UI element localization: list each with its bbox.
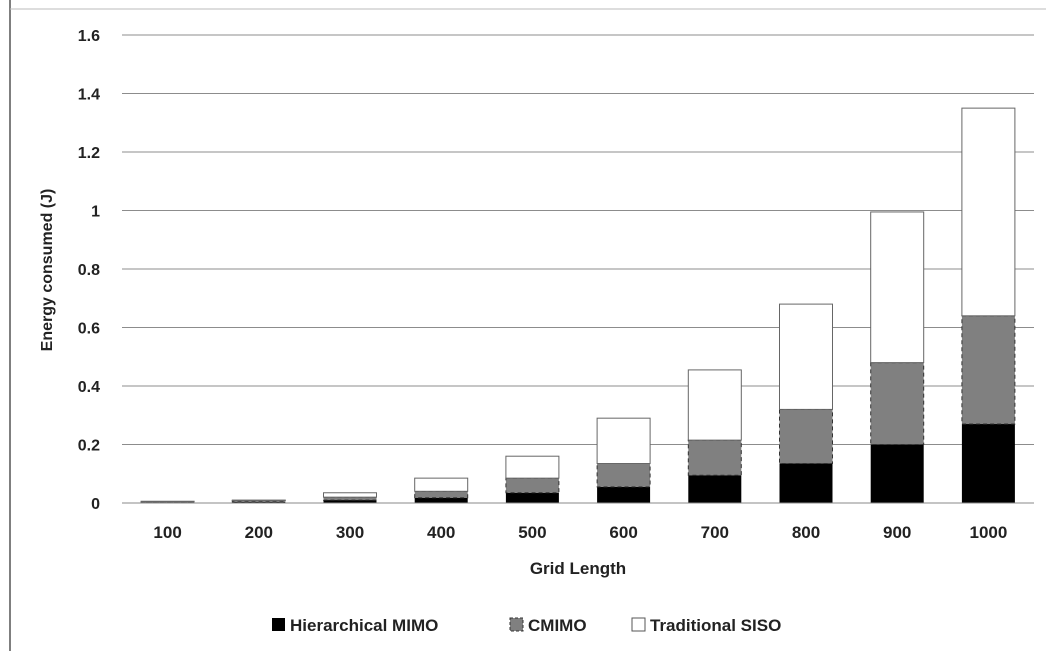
y-tick-label: 1.6 — [78, 28, 100, 45]
x-tick-label: 700 — [701, 523, 729, 542]
y-tick-label: 0.4 — [78, 379, 100, 396]
bar-traditional-siso-600 — [596, 417, 651, 465]
bar-hierarchical-mimo-300 — [323, 500, 377, 503]
bar-cmimo-500 — [505, 477, 560, 494]
bar-hierarchical-mimo-400 — [414, 497, 468, 503]
bars — [140, 107, 1016, 503]
x-tick-label: 100 — [153, 523, 181, 542]
x-axis-label: Grid Length — [530, 559, 626, 578]
bar-traditional-siso-300 — [323, 492, 377, 498]
x-tick-label: 200 — [245, 523, 273, 542]
legend-label-cmimo: CMIMO — [528, 616, 587, 635]
legend-swatch-hierarchical-mimo — [272, 618, 285, 631]
bar-cmimo-400 — [414, 490, 469, 499]
x-tick-label: 300 — [336, 523, 364, 542]
bar-traditional-siso-200 — [231, 499, 286, 502]
x-axis-ticks: 100 200 300 400 500 600 700 800 900 1000 — [153, 523, 1007, 542]
x-tick-label: 900 — [883, 523, 911, 542]
y-tick-label: 1 — [91, 204, 100, 221]
bar-hierarchical-mimo-200 — [232, 501, 286, 503]
bar-cmimo-300 — [323, 496, 377, 501]
y-axis-ticks: 0 0.2 0.4 0.6 0.8 1 1.2 1.4 1.6 — [78, 28, 100, 513]
gridlines — [122, 34, 1034, 445]
legend-label-hierarchical-mimo: Hierarchical MIMO — [290, 616, 438, 635]
bar-traditional-siso-700 — [687, 369, 742, 441]
bar-hierarchical-mimo-600 — [597, 486, 651, 503]
y-tick-label: 1.2 — [78, 145, 100, 162]
bar-cmimo-700 — [687, 439, 742, 476]
y-axis-label: Energy consumed (J) — [39, 189, 56, 352]
bar-traditional-siso-800 — [779, 303, 833, 410]
legend: Hierarchical MIMO CMIMO Traditional SISO — [272, 616, 781, 635]
x-tick-label: 1000 — [969, 523, 1007, 542]
legend-swatch-cmimo — [509, 617, 524, 632]
y-tick-label: 0 — [91, 496, 100, 513]
bar-traditional-siso-1000 — [961, 107, 1016, 317]
bar-hierarchical-mimo-800 — [779, 463, 833, 503]
y-tick-label: 1.4 — [78, 87, 100, 104]
bar-traditional-siso-400 — [414, 477, 469, 492]
bar-hierarchical-mimo-500 — [505, 492, 559, 503]
bar-hierarchical-mimo-900 — [870, 444, 924, 503]
bar-hierarchical-mimo-1000 — [961, 424, 1015, 503]
y-tick-label: 0.8 — [78, 262, 100, 279]
bar-traditional-siso-500 — [505, 455, 560, 479]
y-tick-label: 0.6 — [78, 321, 100, 338]
legend-label-traditional-siso: Traditional SISO — [650, 616, 781, 635]
x-tick-label: 600 — [609, 523, 637, 542]
bar-traditional-siso-100 — [140, 500, 195, 503]
x-tick-label: 800 — [792, 523, 820, 542]
legend-swatch-traditional-siso — [631, 617, 646, 632]
bar-hierarchical-mimo-700 — [688, 475, 742, 503]
bar-cmimo-600 — [596, 463, 651, 488]
x-tick-label: 400 — [427, 523, 455, 542]
x-tick-label: 500 — [518, 523, 546, 542]
bar-cmimo-1000 — [961, 315, 1016, 425]
bar-traditional-siso-900 — [870, 211, 925, 364]
bar-cmimo-800 — [779, 408, 833, 465]
bar-cmimo-900 — [870, 362, 925, 446]
bar-cmimo-200 — [231, 500, 286, 503]
y-tick-label: 0.2 — [78, 438, 100, 455]
